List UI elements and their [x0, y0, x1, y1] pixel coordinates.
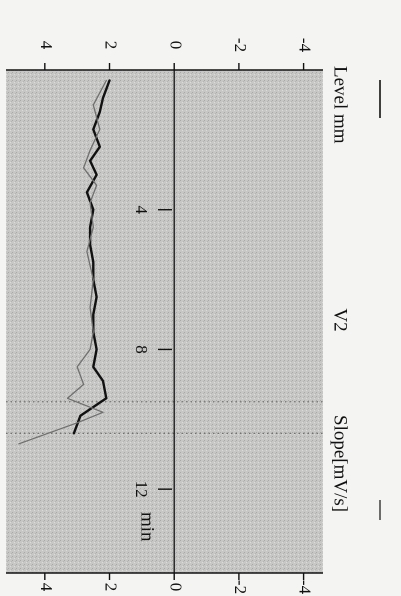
left-y-axis: -4 -2 0 2 4 [6, 38, 323, 71]
right-axis-label: Slope[mV/s] [330, 415, 351, 512]
plot-area [6, 70, 323, 573]
left-axis-tick-label: -4 [296, 38, 315, 53]
left-axis-tick-label: 0 [166, 41, 185, 50]
series-layer [18, 79, 111, 445]
x-axis: 4 8 12 [132, 205, 172, 498]
marker-lines [6, 401, 323, 434]
right-axis-tick-label: 4 [37, 583, 56, 592]
left-axis-tick-label: 2 [102, 41, 121, 50]
series-line-1 [72, 79, 111, 435]
x-axis-label: min [137, 512, 158, 542]
plot-background [6, 70, 323, 573]
x-axis-tick-label: 12 [132, 481, 151, 498]
right-axis-tick-label: 2 [102, 583, 121, 592]
chart-title: V2 [330, 308, 351, 331]
x-axis-tick-label: 4 [132, 205, 151, 214]
right-axis-tick-label: -2 [231, 580, 250, 594]
right-y-axis: -4 -2 0 2 4 [6, 572, 323, 595]
left-axis-tick-label: -2 [231, 38, 250, 52]
right-axis-tick-label: -4 [296, 580, 315, 595]
left-axis-tick-label: 4 [37, 41, 56, 50]
right-axis-tick-label: 0 [166, 583, 185, 592]
series-line-2 [18, 79, 107, 445]
left-axis-label: Level mm [330, 66, 351, 144]
x-axis-tick-label: 8 [132, 345, 151, 354]
